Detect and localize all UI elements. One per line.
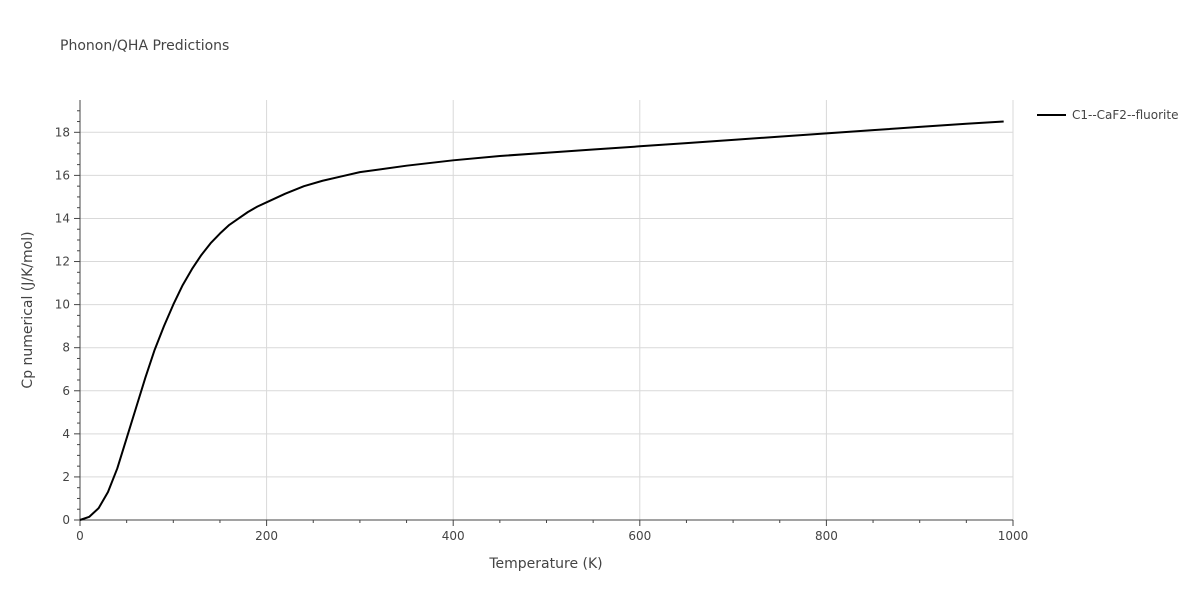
x-tick-label: 800 [815, 529, 838, 543]
y-tick-label: 12 [55, 255, 70, 269]
x-tick-label: 400 [442, 529, 465, 543]
legend[interactable]: C1--CaF2--fluorite [1037, 108, 1178, 122]
legend-label-c1-caf2-fluorite: C1--CaF2--fluorite [1072, 108, 1178, 122]
x-tick-label: 1000 [998, 529, 1029, 543]
y-axis-title: Cp numerical (J/K/mol) [20, 231, 36, 388]
y-tick-label: 0 [62, 513, 70, 527]
y-tick-label: 14 [55, 211, 70, 225]
x-axis-title: Temperature (K) [488, 556, 602, 572]
y-tick-label: 10 [55, 298, 70, 312]
y-tick-label: 18 [55, 125, 70, 139]
y-tick-label: 2 [62, 470, 70, 484]
x-tick-label: 0 [76, 529, 84, 543]
y-tick-label: 4 [62, 427, 70, 441]
y-tick-label: 6 [62, 384, 70, 398]
y-tick-label: 16 [55, 168, 70, 182]
axis-layer: 0 200 400 600 800 1000 0 2 4 6 8 10 12 14 16 18 [55, 100, 1029, 543]
y-tick-label: 8 [62, 341, 70, 355]
series-line-c1-caf2-fluorite[interactable] [79, 120, 1004, 521]
chart-title: Phonon/QHA Predictions [60, 38, 229, 54]
x-tick-label: 200 [255, 529, 278, 543]
series-layer [79, 120, 1004, 521]
x-tick-label: 600 [628, 529, 651, 543]
grid-layer [80, 100, 1014, 520]
